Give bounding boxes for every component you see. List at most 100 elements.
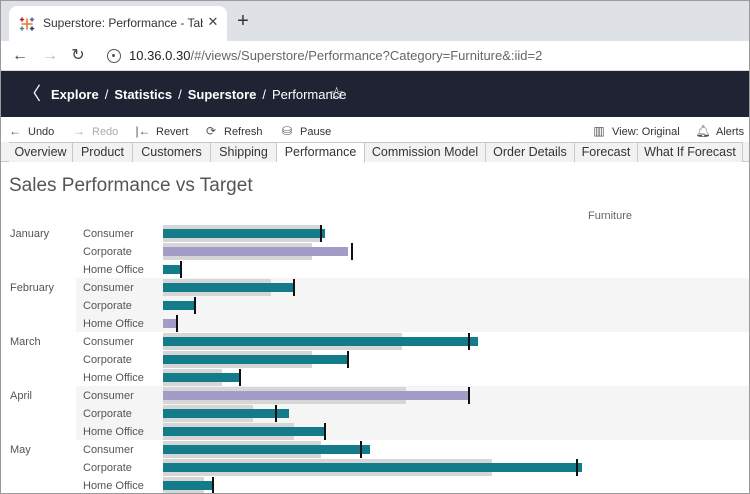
tab-order-details[interactable]: Order Details bbox=[486, 142, 575, 162]
tab-performance[interactable]: Performance bbox=[277, 142, 365, 163]
target-marker[interactable] bbox=[238, 369, 241, 386]
url-host: 10.36.0.30 bbox=[129, 48, 191, 63]
segment-label: Consumer bbox=[83, 444, 134, 456]
forward-arrow-icon[interactable]: → bbox=[42, 47, 58, 64]
breadcrumb: Explore / Statistics / Superstore / Performanc… bbox=[51, 87, 346, 102]
redo-arrow-icon: → bbox=[73, 124, 85, 138]
url-field[interactable]: 10.36.0.30/#/views/Superstore/Performanc… bbox=[101, 44, 741, 68]
redo-label: Redo bbox=[92, 126, 119, 138]
actual-sales-bar[interactable] bbox=[163, 391, 469, 400]
refresh-icon: ⟳ bbox=[205, 124, 217, 138]
target-marker[interactable] bbox=[351, 243, 353, 260]
actual-sales-bar[interactable] bbox=[163, 265, 181, 274]
bullet-chart: January February March April May Consumer Corp… bbox=[1, 224, 749, 493]
target-marker[interactable] bbox=[193, 297, 196, 314]
tab-commission-model[interactable]: Commission Model bbox=[365, 142, 486, 162]
actual-sales-bar[interactable] bbox=[163, 337, 478, 346]
target-marker[interactable] bbox=[324, 423, 326, 440]
actual-sales-bar[interactable] bbox=[163, 247, 348, 256]
target-marker[interactable] bbox=[274, 405, 277, 422]
breadcrumb-separator: / bbox=[262, 87, 267, 102]
month-label: February bbox=[10, 282, 55, 294]
url-path: /#/views/Superstore/Performance?Category… bbox=[190, 48, 543, 63]
site-info-icon[interactable] bbox=[107, 49, 121, 63]
segment-label: Corporate bbox=[83, 300, 132, 312]
segment-label: Consumer bbox=[83, 390, 134, 402]
sheet-tabs: Overview Product Customers Shipping Perf… bbox=[1, 142, 749, 163]
actual-sales-bar[interactable] bbox=[163, 283, 294, 292]
actual-sales-bar[interactable] bbox=[163, 445, 370, 454]
column-header-furniture: Furniture bbox=[588, 210, 633, 222]
back-chevron-icon[interactable]: 〈 bbox=[23, 84, 41, 104]
back-arrow-icon[interactable]: ← bbox=[12, 47, 28, 64]
breadcrumb-explore[interactable]: Explore bbox=[51, 87, 99, 102]
undo-label: Undo bbox=[28, 126, 55, 138]
bell-icon: 🔔︎ bbox=[695, 124, 711, 138]
target-marker[interactable] bbox=[468, 387, 470, 404]
actual-sales-bar[interactable] bbox=[163, 319, 177, 328]
view-original-button[interactable]: ▥ View: Original bbox=[591, 123, 680, 139]
actual-sales-bar[interactable] bbox=[163, 427, 325, 436]
segment-label: Home Office bbox=[83, 264, 144, 276]
revert-icon: |← bbox=[135, 124, 151, 138]
tab-shipping[interactable]: Shipping bbox=[211, 142, 277, 162]
browser-tab-strip: Superstore: Performance - Tablea ✕ + bbox=[1, 1, 749, 41]
segment-label: Home Office bbox=[83, 372, 144, 384]
target-marker[interactable] bbox=[576, 459, 578, 476]
actual-sales-bar[interactable] bbox=[163, 229, 325, 238]
database-pause-icon: ⛁ bbox=[281, 124, 293, 138]
actual-sales-bar[interactable] bbox=[163, 463, 582, 472]
viz-toolbar: ← Undo → Redo |← Revert ⟳ Refresh ⛁ Pause ▥ Vi… bbox=[1, 118, 749, 142]
segment-label: Corporate bbox=[83, 408, 132, 420]
browser-tab-title: Superstore: Performance - Tablea bbox=[43, 16, 203, 30]
undo-button[interactable]: ← Undo bbox=[7, 123, 54, 139]
refresh-button[interactable]: ⟳ Refresh bbox=[203, 123, 263, 139]
tab-product[interactable]: Product bbox=[73, 142, 133, 162]
undo-arrow-icon: ← bbox=[9, 124, 21, 138]
actual-sales-bar[interactable] bbox=[163, 409, 289, 418]
segment-label: Home Office bbox=[83, 426, 144, 438]
favorite-star-icon[interactable]: ☆ bbox=[329, 84, 345, 103]
segment-label: Consumer bbox=[83, 282, 134, 294]
target-marker[interactable] bbox=[468, 333, 470, 350]
target-marker[interactable] bbox=[292, 279, 295, 296]
breadcrumb-statistics[interactable]: Statistics bbox=[114, 87, 173, 102]
target-marker[interactable] bbox=[175, 315, 178, 332]
month-label: May bbox=[10, 444, 31, 456]
close-tab-icon[interactable]: ✕ bbox=[207, 14, 219, 29]
segment-label: Home Office bbox=[83, 318, 144, 330]
browser-tab[interactable]: Superstore: Performance - Tablea ✕ bbox=[9, 6, 227, 41]
segment-label: Consumer bbox=[83, 228, 134, 240]
actual-sales-bar[interactable] bbox=[163, 301, 195, 310]
tab-forecast[interactable]: Forecast bbox=[575, 142, 638, 162]
redo-button[interactable]: → Redo bbox=[71, 123, 118, 139]
segment-label: Corporate bbox=[83, 246, 132, 258]
custom-view-icon: ▥ bbox=[593, 124, 605, 138]
view-original-label: View: Original bbox=[612, 126, 680, 138]
tab-what-if-forecast[interactable]: What If Forecast bbox=[638, 142, 743, 162]
breadcrumb-separator: / bbox=[178, 87, 182, 102]
target-marker[interactable] bbox=[346, 351, 349, 368]
reload-icon[interactable]: ↻ bbox=[71, 47, 85, 64]
alerts-button[interactable]: 🔔︎ Alerts bbox=[695, 123, 744, 139]
target-marker[interactable] bbox=[211, 477, 214, 493]
refresh-label: Refresh bbox=[224, 126, 263, 138]
segment-label: Home Office bbox=[83, 480, 144, 492]
viz-title: Sales Performance vs Target bbox=[9, 175, 253, 196]
actual-sales-bar[interactable] bbox=[163, 481, 213, 490]
target-marker[interactable] bbox=[319, 225, 322, 242]
tab-overview[interactable]: Overview bbox=[9, 142, 73, 162]
new-tab-icon[interactable]: + bbox=[237, 10, 249, 32]
target-marker[interactable] bbox=[180, 261, 182, 278]
pause-button[interactable]: ⛁ Pause bbox=[279, 123, 331, 139]
address-bar-row: ← → ↻ 10.36.0.30/#/views/Superstore/Perf… bbox=[1, 41, 749, 71]
month-label: April bbox=[10, 390, 33, 402]
actual-sales-bar[interactable] bbox=[163, 373, 240, 382]
actual-sales-bar[interactable] bbox=[163, 355, 348, 364]
target-marker[interactable] bbox=[360, 441, 362, 458]
breadcrumb-superstore[interactable]: Superstore bbox=[187, 87, 257, 102]
revert-button[interactable]: |← Revert bbox=[135, 123, 188, 139]
breadcrumb-separator: / bbox=[104, 87, 109, 102]
tab-customers[interactable]: Customers bbox=[133, 142, 211, 162]
